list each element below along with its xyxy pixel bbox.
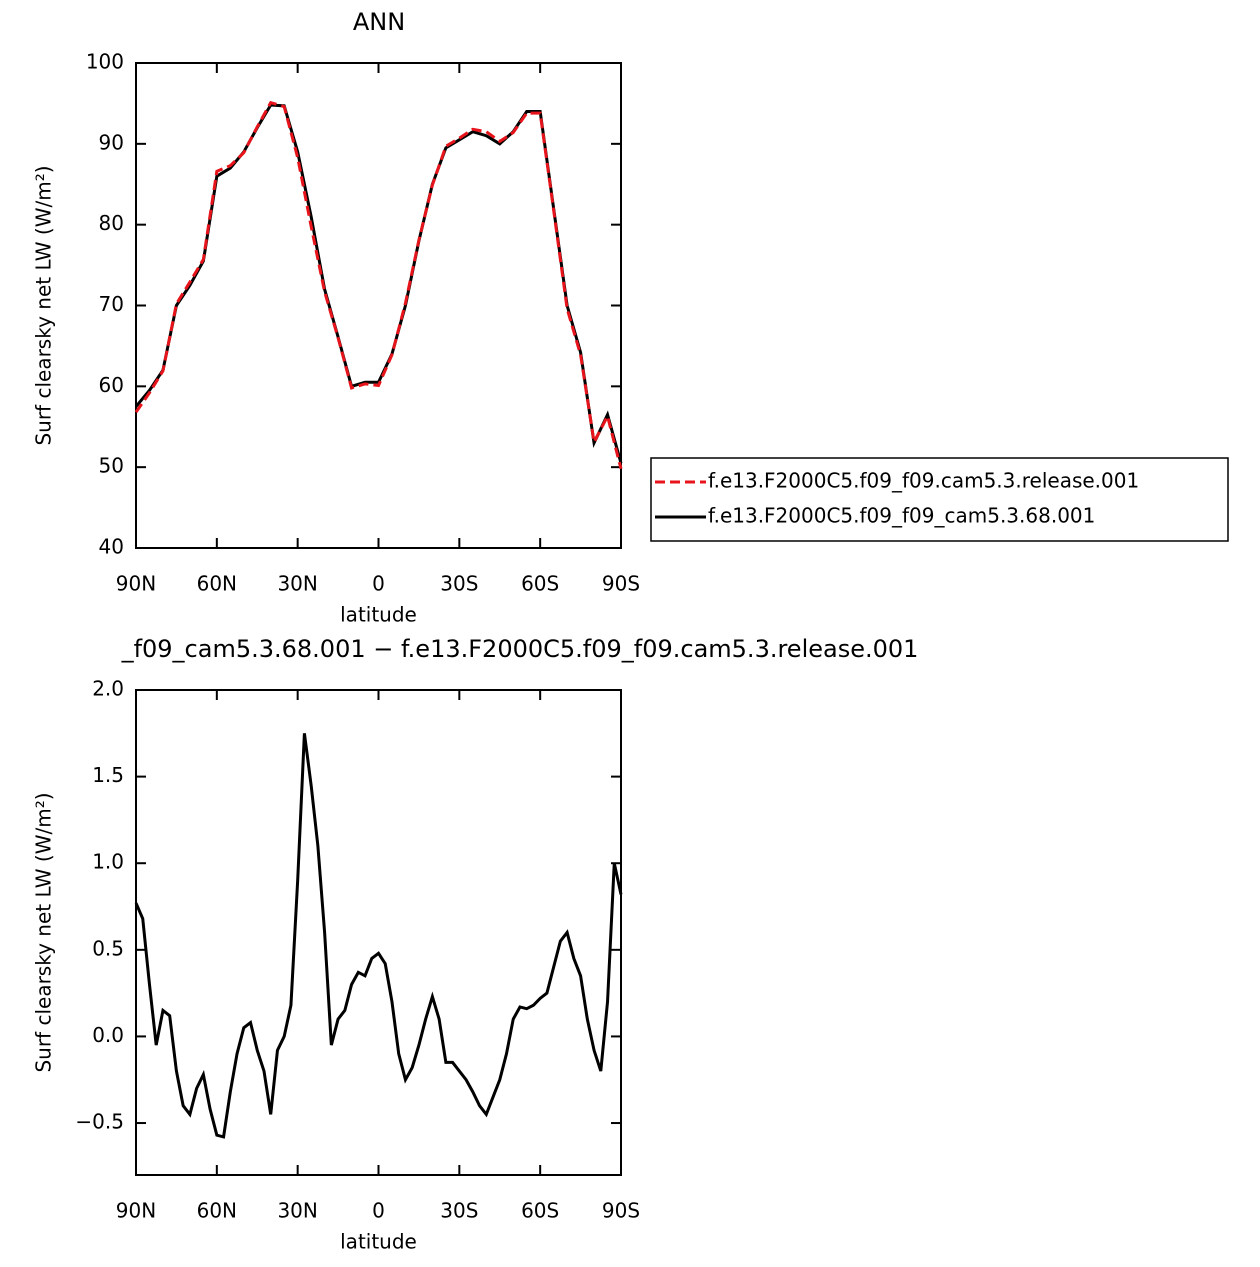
y-tick-label: 0.5 (92, 936, 124, 960)
y-axis-label: Surf clearsky net LW (W/m²) (32, 792, 56, 1072)
x-tick-label: 60S (521, 572, 559, 596)
y-tick-label: 2.0 (92, 677, 124, 701)
x-axis-label: latitude (340, 1230, 417, 1254)
x-tick-label: 0 (372, 572, 385, 596)
x-tick-label: 90S (602, 572, 640, 596)
y-tick-label: 90 (99, 130, 124, 154)
data-line (134, 103, 623, 464)
data-line (134, 733, 623, 1139)
y-tick-label: 80 (99, 211, 124, 235)
plot-frame (135, 62, 622, 549)
y-tick-label: 1.5 (92, 763, 124, 787)
y-axis-label: Surf clearsky net LW (W/m²) (32, 165, 56, 445)
legend-label: f.e13.F2000C5.f09_f09_cam5.3.68.001 (708, 504, 1095, 528)
x-axis-label: latitude (340, 603, 417, 627)
x-tick-label: 90N (116, 1199, 156, 1223)
x-tick-label: 30N (277, 572, 317, 596)
y-tick-label: 100 (86, 50, 124, 74)
y-tick-label: 1.0 (92, 850, 124, 874)
legend-label: f.e13.F2000C5.f09_f09.cam5.3.release.001 (708, 469, 1139, 493)
x-tick-label: 30N (277, 1199, 317, 1223)
y-tick-label: 70 (99, 292, 124, 316)
x-tick-label: 60S (521, 1199, 559, 1223)
x-tick-label: 90S (602, 1199, 640, 1223)
x-tick-label: 90N (116, 572, 156, 596)
x-tick-label: 30S (440, 1199, 478, 1223)
x-tick-label: 30S (440, 572, 478, 596)
y-tick-label: 0.0 (92, 1023, 124, 1047)
x-tick-label: 60N (197, 572, 237, 596)
chart-title: _f09_cam5.3.68.001 − f.e13.F2000C5.f09_f… (121, 635, 919, 663)
y-tick-label: 60 (99, 373, 124, 397)
y-tick-label: 40 (99, 535, 124, 559)
chart-title: ANN (353, 8, 405, 36)
data-line (134, 100, 623, 470)
legend-box (650, 457, 1229, 542)
x-tick-label: 0 (372, 1199, 385, 1223)
y-tick-label: 50 (99, 454, 124, 478)
x-tick-label: 60N (197, 1199, 237, 1223)
y-tick-label: −0.5 (75, 1110, 124, 1134)
